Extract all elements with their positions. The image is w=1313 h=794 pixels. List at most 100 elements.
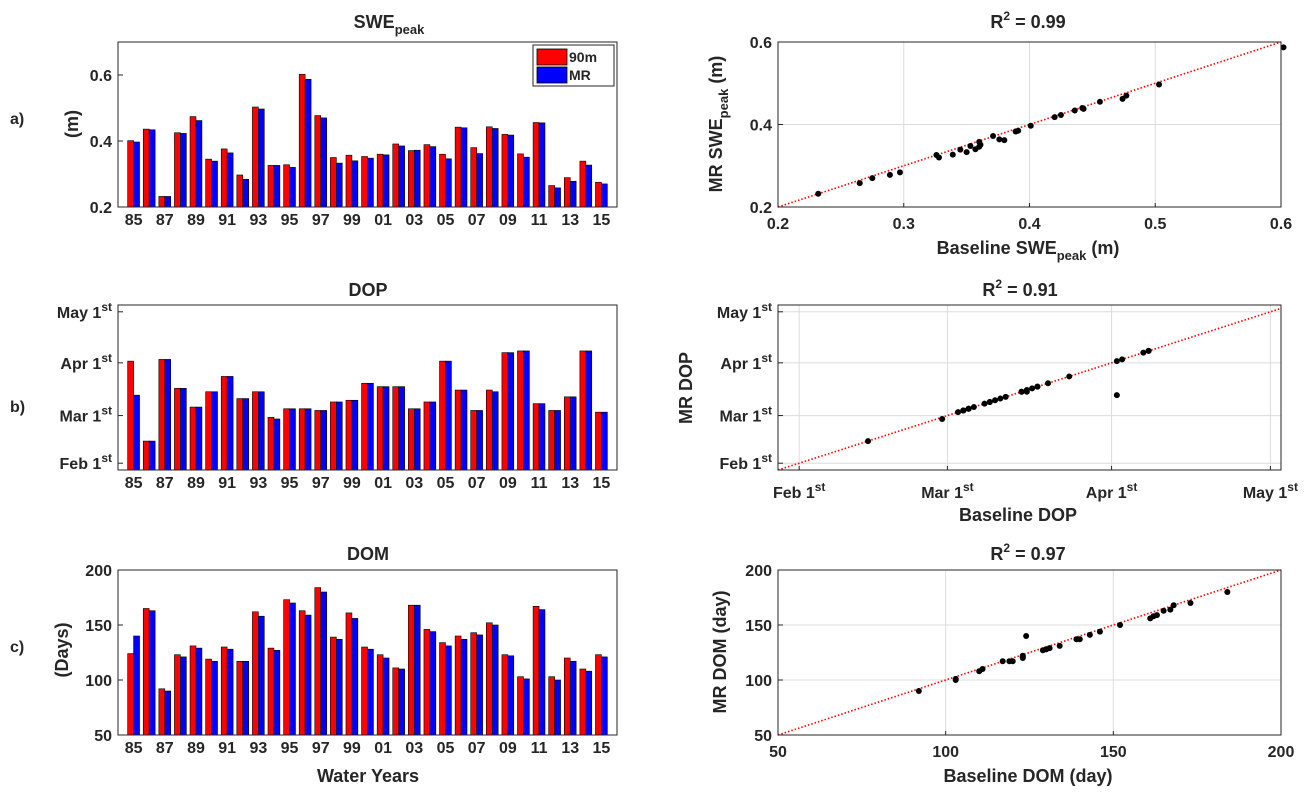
bar-90m-08 <box>486 126 493 208</box>
legend-label-90m: 90m <box>569 49 597 65</box>
scatter-point <box>915 688 922 694</box>
scatter-point <box>965 405 972 412</box>
scatter-dop-frame <box>777 304 1282 471</box>
bar-90m-85 <box>127 653 134 736</box>
bar-mr-08 <box>491 391 499 471</box>
bar-90m-88 <box>174 388 181 471</box>
scatter-point <box>869 175 876 182</box>
bar-mr-03 <box>413 408 421 471</box>
x-tick-label-97: 97 <box>312 212 330 229</box>
x-tick-label-93: 93 <box>249 475 267 492</box>
bar-mr-15 <box>601 183 608 208</box>
x-tick-label-87: 87 <box>156 212 174 229</box>
x-tick-label-09: 09 <box>499 212 517 229</box>
bar-mr-14 <box>585 670 593 736</box>
scatter-point <box>1140 349 1147 356</box>
bar-mr-93 <box>258 108 265 208</box>
bar-chart-dom: DOM (Days) 85 87 89 91 93 95 97 99 01 03 05 07 09 11 1… <box>52 544 618 786</box>
x-tick-label-07: 07 <box>468 212 486 229</box>
bar-90m-01 <box>376 153 384 208</box>
bar-90m-02 <box>392 667 399 736</box>
bar-mr-99 <box>351 160 359 208</box>
bar-mr-95 <box>289 408 296 471</box>
bar-90m-98 <box>330 636 337 736</box>
scatter-point <box>1153 612 1160 619</box>
scatter-point <box>952 677 959 683</box>
scatter-point <box>1224 589 1231 595</box>
bar-mr-04 <box>429 146 437 208</box>
bar-90m-14 <box>579 160 587 208</box>
bar-90m-96 <box>298 610 306 736</box>
scatter-swe-frame <box>777 41 1282 208</box>
bar-90m-92 <box>236 398 244 471</box>
scatter-dom: R2 = 0.97 MR DOM (day) 50 100 150 200 50 100 1… <box>710 541 1294 786</box>
x-tick-label: Feb 1st <box>773 480 825 502</box>
bar-90m-94 <box>267 647 275 736</box>
bar-90m-09 <box>501 352 509 471</box>
scatter-point <box>1156 81 1163 88</box>
x-tick-label-91: 91 <box>218 740 236 757</box>
scatter-dom-xlabel: Baseline DOM (day) <box>943 766 1112 786</box>
bar-90m-04 <box>423 144 431 208</box>
x-tick-label-93: 93 <box>249 212 267 229</box>
scatter-point <box>1086 631 1093 638</box>
x-tick-label-85: 85 <box>125 740 143 757</box>
scatter-point <box>865 438 872 445</box>
scatter-point <box>1002 393 1009 400</box>
bar-mr-00 <box>367 648 374 736</box>
x-tick-label: 0.5 <box>1144 216 1166 233</box>
panel-label-a: a) <box>10 111 24 128</box>
bar-mr-96 <box>304 408 312 471</box>
x-tick-label-97: 97 <box>312 475 330 492</box>
scatter-point <box>1019 653 1026 660</box>
bar-mr-94 <box>273 418 281 471</box>
bar-mr-06 <box>460 127 468 208</box>
bar-chart-swe-frame <box>117 41 618 208</box>
bar-90m-08 <box>486 622 493 736</box>
bar-mr-95 <box>289 167 296 208</box>
bar-90m-09 <box>501 654 509 736</box>
x-tick-label-99: 99 <box>343 740 361 757</box>
bar-chart-swe-title: SWEpeak <box>354 12 425 37</box>
x-tick-label-87: 87 <box>156 740 174 757</box>
x-tick-label-13: 13 <box>561 475 579 492</box>
scatter-point <box>977 141 984 148</box>
bar-mr-98 <box>336 638 343 736</box>
scatter-dom-title: R2 = 0.97 <box>990 541 1065 564</box>
x-tick-label: 50 <box>769 744 787 761</box>
bar-mr-12 <box>554 410 561 471</box>
bar-mr-14 <box>585 164 593 208</box>
bar-90m-96 <box>298 408 306 471</box>
bar-90m-12 <box>548 676 555 736</box>
bar-chart-dom-frame <box>117 569 618 736</box>
scatter-point <box>1043 646 1050 653</box>
bar-90m-15 <box>595 411 602 471</box>
bar-90m-97 <box>314 410 322 471</box>
scatter-point <box>967 142 974 149</box>
bar-mr-04 <box>429 401 437 471</box>
scatter-swe-xlabel: Baseline SWEpeak (m) <box>937 238 1120 263</box>
bar-90m-95 <box>283 408 290 471</box>
bar-mr-11 <box>538 122 546 208</box>
scatter-point <box>1113 392 1120 399</box>
scatter-point <box>992 397 999 404</box>
x-tick-label-03: 03 <box>405 475 423 492</box>
bar-mr-10 <box>523 156 530 208</box>
bar-mr-02 <box>398 145 405 208</box>
x-tick-label-85: 85 <box>125 475 143 492</box>
bar-90m-90 <box>205 391 212 471</box>
bar-mr-98 <box>336 162 343 208</box>
bar-mr-94 <box>273 649 281 736</box>
y-tick-label: 0.6 <box>90 68 112 85</box>
x-tick-label-95: 95 <box>281 212 299 229</box>
bar-mr-86 <box>148 129 156 208</box>
bar-90m-85 <box>127 140 134 208</box>
bar-90m-88 <box>174 654 181 736</box>
bar-mr-94 <box>273 165 281 208</box>
bar-90m-98 <box>330 401 337 471</box>
x-tick-label: 0.4 <box>1018 216 1040 233</box>
bar-90m-88 <box>174 132 181 208</box>
bar-mr-96 <box>304 614 312 736</box>
bar-90m-99 <box>345 154 353 208</box>
